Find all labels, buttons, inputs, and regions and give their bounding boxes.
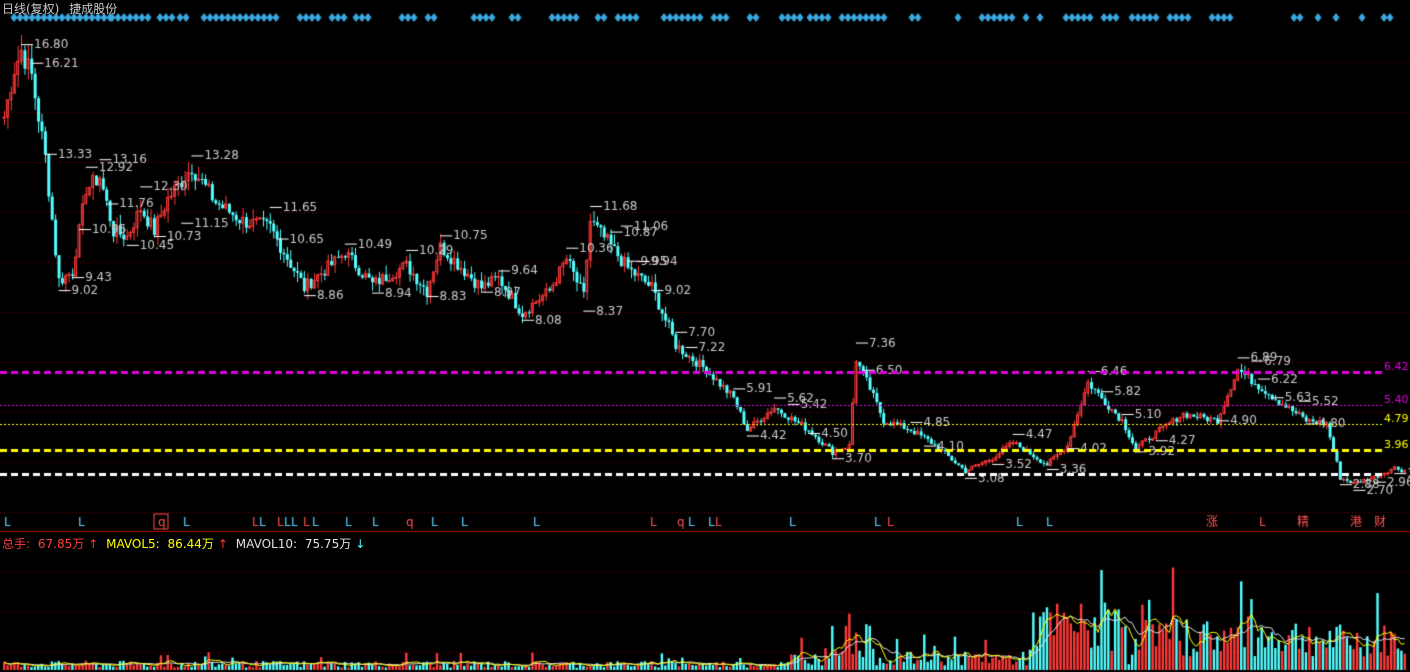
period-label[interactable]: 日线(复权) — [2, 2, 60, 16]
total-volume-label: 总手: — [2, 537, 34, 551]
mavol5-value: 86.44万 — [167, 537, 214, 551]
volume-legend: 总手: 67.85万 ↑ MAVOL5: 86.44万 ↑ MAVOL10: 75.… — [2, 535, 369, 552]
mavol10-arrow: ↓ — [355, 537, 366, 551]
total-volume-arrow: ↑ — [88, 537, 99, 551]
mavol10-value: 75.75万 — [304, 537, 352, 551]
stock-name: 捷成股份 — [69, 2, 118, 16]
mavol5-arrow: ↑ — [217, 537, 228, 551]
total-volume-value: 67.85万 — [37, 537, 85, 551]
chart-header: 日线(复权) 捷成股份 — [2, 0, 123, 17]
mavol5-label: MAVOL5: — [106, 537, 164, 551]
mavol10-label: MAVOL10: — [235, 537, 301, 551]
